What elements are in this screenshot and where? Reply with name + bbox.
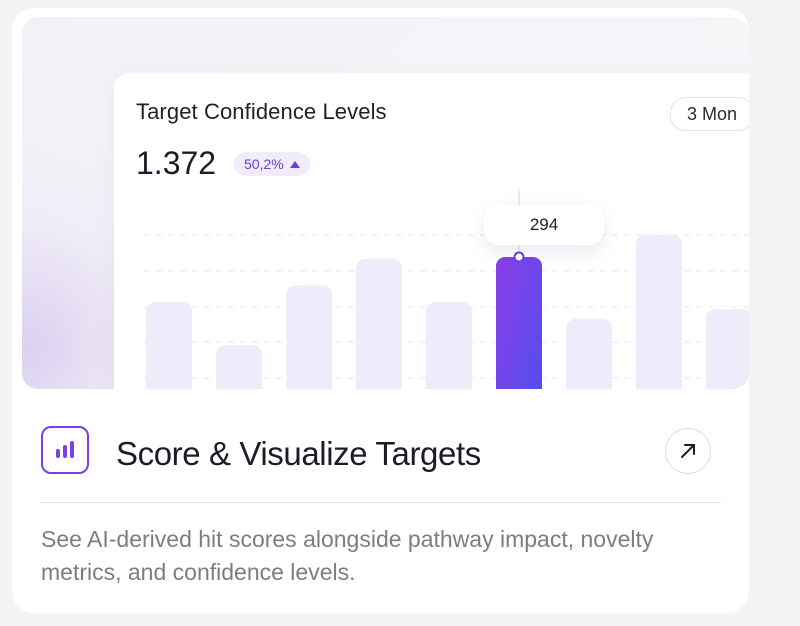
feature-card: Target Confidence Levels 3 Mon 1.372 50,… xyxy=(12,8,749,613)
open-feature-button[interactable] xyxy=(665,428,711,474)
bar-9[interactable] xyxy=(706,309,749,389)
bar-4[interactable] xyxy=(356,258,402,389)
feature-title: Score & Visualize Targets xyxy=(116,435,481,472)
arrow-up-right-icon xyxy=(681,444,695,458)
value-tooltip: 294 xyxy=(484,205,604,245)
bar-7[interactable] xyxy=(566,318,612,389)
chart-preview: Target Confidence Levels 3 Mon 1.372 50,… xyxy=(22,17,749,389)
bar-2[interactable] xyxy=(216,345,262,389)
bar-chart xyxy=(144,189,749,389)
trend-up-icon xyxy=(289,161,300,168)
change-badge-label: 50,2% xyxy=(244,156,284,172)
bar-chart-icon xyxy=(41,426,89,474)
divider xyxy=(41,502,721,503)
bar-8[interactable] xyxy=(636,235,682,389)
bar-3[interactable] xyxy=(286,285,332,389)
feature-description: See AI-derived hit scores alongside path… xyxy=(41,526,654,585)
chart-widget: Target Confidence Levels 3 Mon 1.372 50,… xyxy=(114,73,749,389)
chart-title: Target Confidence Levels xyxy=(136,99,387,124)
bar-1[interactable] xyxy=(146,302,192,389)
bar-5[interactable] xyxy=(426,302,472,389)
change-badge: 50,2% xyxy=(234,152,310,176)
period-selector[interactable]: 3 Mon xyxy=(670,97,749,131)
total-value: 1.372 xyxy=(136,145,217,181)
bar-marker-dot xyxy=(513,251,525,263)
bar-highlighted[interactable] xyxy=(496,257,542,389)
